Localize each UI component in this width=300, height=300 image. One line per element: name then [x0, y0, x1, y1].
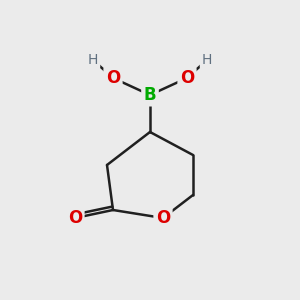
Text: O: O — [106, 69, 120, 87]
Text: H: H — [202, 53, 212, 67]
Text: O: O — [180, 69, 194, 87]
Text: H: H — [88, 53, 98, 67]
Text: O: O — [156, 209, 170, 227]
Text: O: O — [68, 209, 82, 227]
Text: B: B — [144, 86, 156, 104]
